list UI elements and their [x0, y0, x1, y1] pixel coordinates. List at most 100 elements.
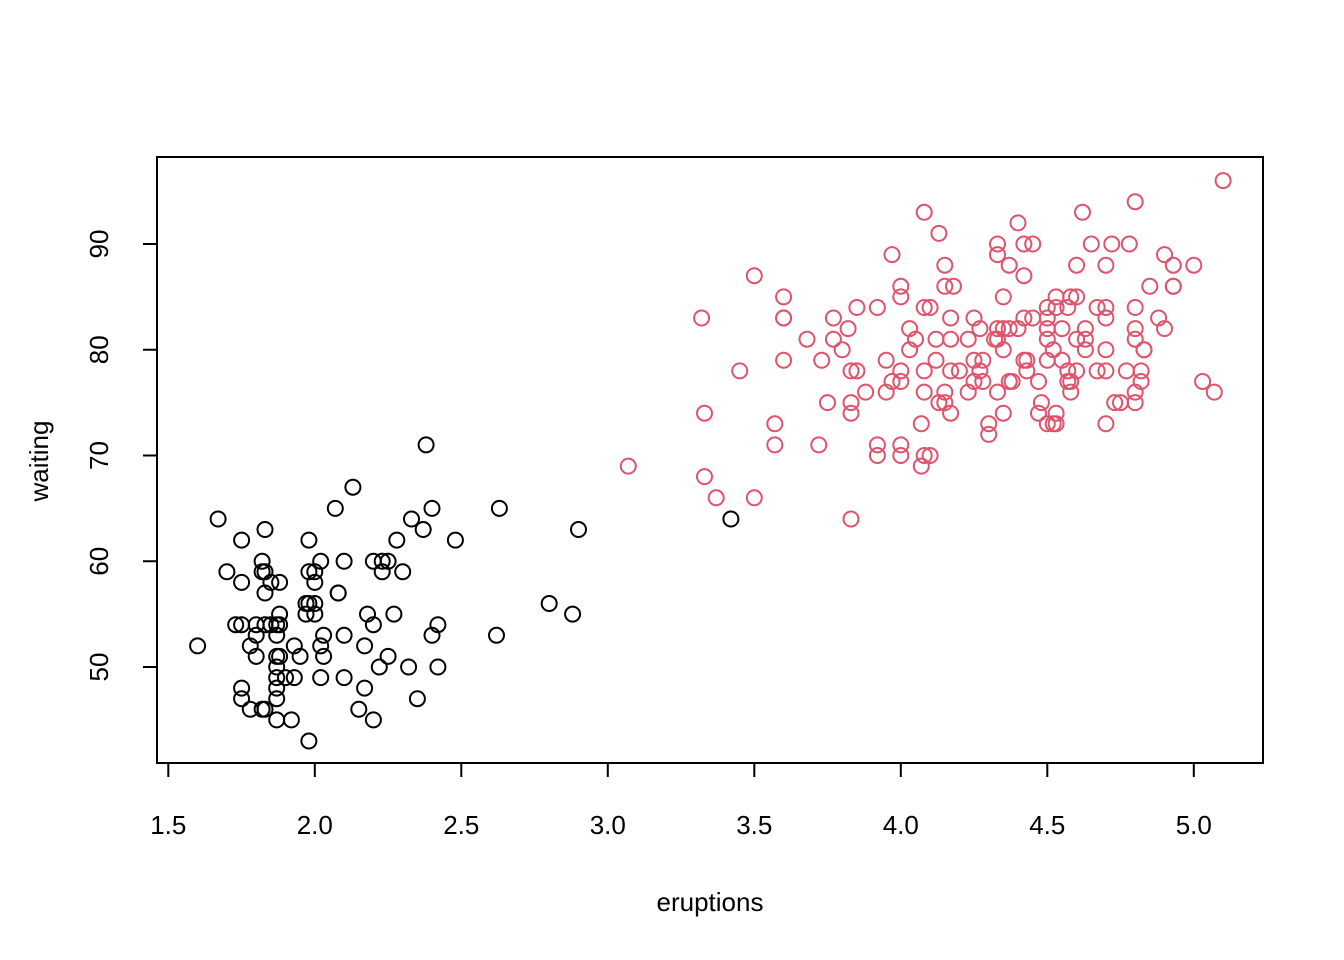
data-point-series-2	[1082, 235, 1100, 253]
data-point-series-1	[253, 552, 271, 570]
data-point-series-1	[233, 531, 251, 549]
data-point-series-1	[297, 605, 315, 623]
data-point-series-2	[974, 351, 992, 369]
data-point-series-2	[936, 256, 954, 274]
data-point-series-2	[696, 468, 713, 486]
data-point-series-1	[429, 658, 447, 676]
data-point-series-2	[1194, 373, 1212, 390]
data-point-series-1	[490, 499, 508, 517]
data-point-series-2	[745, 489, 763, 507]
data-point-series-2	[1062, 288, 1080, 306]
x-axis-title: eruptions	[657, 887, 764, 917]
data-point-series-2	[1003, 373, 1021, 390]
data-point-series-2	[915, 299, 933, 316]
data-point-series-2	[868, 447, 886, 464]
data-point-series-2	[930, 224, 948, 242]
data-point-series-2	[994, 288, 1012, 306]
data-point-series-1	[400, 658, 418, 676]
data-point-series-2	[707, 489, 725, 507]
data-point-series-2	[766, 436, 784, 454]
data-point-series-2	[1126, 394, 1144, 412]
data-point-series-2	[1205, 383, 1223, 401]
data-points	[189, 172, 1232, 750]
data-point-series-1	[312, 552, 330, 570]
data-point-series-2	[1126, 193, 1144, 211]
data-point-series-2	[1038, 415, 1056, 433]
data-point-series-2	[921, 447, 939, 464]
data-point-series-2	[798, 330, 816, 348]
data-point-series-1	[429, 616, 447, 634]
data-point-series-2	[1038, 299, 1056, 316]
data-point-series-1	[564, 605, 582, 623]
data-point-series-2	[1097, 309, 1115, 327]
data-point-series-2	[989, 383, 1006, 401]
data-point-series-1	[315, 647, 333, 665]
data-point-series-2	[1047, 299, 1065, 316]
data-point-series-1	[364, 552, 382, 570]
data-point-series-2	[974, 373, 992, 390]
data-point-series-2	[971, 320, 989, 338]
data-point-series-1	[356, 679, 374, 697]
data-point-series-2	[892, 277, 910, 295]
data-point-series-1	[385, 605, 403, 623]
data-point-series-2	[989, 320, 1006, 338]
data-point-series-1	[209, 510, 227, 528]
data-point-series-2	[1097, 299, 1115, 316]
x-tick-label: 4.0	[883, 810, 919, 840]
data-point-series-2	[1015, 267, 1033, 285]
data-point-series-2	[950, 362, 968, 380]
x-tick-label: 2.0	[297, 810, 333, 840]
data-point-series-1	[247, 626, 265, 644]
data-point-series-2	[1053, 320, 1071, 338]
data-point-series-2	[1068, 362, 1086, 380]
y-tick-label: 80	[84, 335, 114, 364]
x-tick-label: 5.0	[1176, 810, 1212, 840]
data-point-series-2	[1120, 235, 1138, 253]
data-point-series-2	[942, 309, 960, 327]
data-point-series-2	[848, 299, 866, 316]
y-tick-label: 60	[84, 547, 114, 576]
data-point-series-1	[306, 595, 324, 612]
data-point-series-2	[766, 415, 784, 433]
y-tick-label: 50	[84, 653, 114, 682]
data-point-series-2	[857, 383, 875, 401]
data-point-series-2	[1132, 373, 1150, 390]
data-point-series-2	[1156, 320, 1173, 338]
data-point-series-2	[824, 330, 842, 348]
data-point-series-1	[540, 595, 558, 612]
y-tick-label: 90	[84, 230, 114, 259]
data-point-series-2	[731, 362, 749, 380]
data-point-series-2	[1164, 256, 1182, 274]
data-point-series-2	[1126, 330, 1144, 348]
data-point-series-2	[1076, 341, 1094, 359]
data-point-series-2	[1097, 362, 1115, 380]
data-point-series-2	[1088, 299, 1106, 316]
x-tick-label: 4.5	[1029, 810, 1065, 840]
data-point-series-1	[364, 616, 382, 634]
data-point-series-2	[1135, 341, 1153, 359]
data-point-series-2	[1015, 309, 1033, 327]
data-point-series-1	[233, 679, 251, 697]
data-point-series-2	[842, 404, 860, 422]
data-point-series-2	[883, 246, 901, 264]
data-point-series-1	[271, 573, 289, 591]
data-point-series-2	[775, 288, 793, 306]
data-point-series-2	[1132, 362, 1150, 380]
data-point-series-1	[268, 679, 286, 697]
y-axis-ticks: 50 60 70 80 90	[84, 230, 157, 682]
data-point-series-2	[619, 457, 637, 475]
data-point-series-1	[356, 637, 374, 655]
data-point-series-2	[868, 436, 886, 454]
data-point-series-2	[1062, 383, 1080, 401]
data-point-series-1	[379, 552, 397, 570]
data-point-series-2	[945, 277, 962, 295]
data-point-series-2	[1185, 256, 1203, 274]
data-point-series-2	[1097, 341, 1115, 359]
data-point-series-2	[1141, 277, 1159, 295]
data-point-series-1	[218, 563, 236, 581]
data-point-series-2	[1106, 394, 1124, 412]
data-point-series-1	[722, 510, 740, 528]
data-point-series-1	[277, 669, 294, 687]
data-point-series-2	[1030, 373, 1047, 390]
